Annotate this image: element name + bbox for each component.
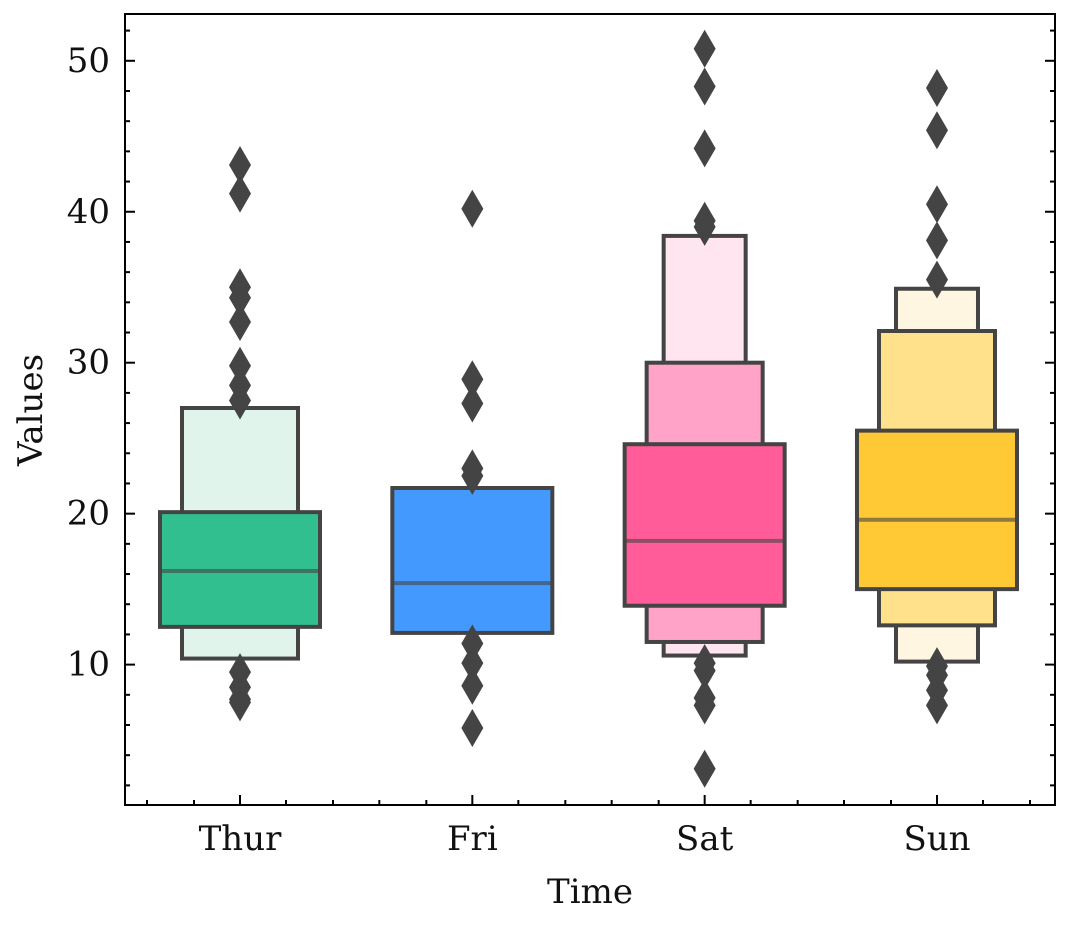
y-axis-label: Values <box>11 354 51 467</box>
outlier-point <box>693 129 716 168</box>
x-tick-label: Sat <box>676 819 734 859</box>
outlier-point <box>461 189 484 228</box>
outlier-point <box>461 666 484 705</box>
plot-frame <box>124 13 1056 806</box>
outlier-point <box>229 268 251 307</box>
outlier-point <box>229 145 251 184</box>
y-tick-label: 50 <box>67 41 110 81</box>
box-level-1 <box>622 442 787 608</box>
outlier-point <box>461 644 484 683</box>
outlier-point <box>461 449 484 488</box>
y-tick-label: 30 <box>67 343 110 383</box>
outlier-point <box>461 709 484 748</box>
outlier-point <box>925 111 948 150</box>
outlier-point <box>693 67 716 106</box>
outlier-point <box>229 174 251 213</box>
outlier-point <box>693 201 716 240</box>
outlier-point <box>693 749 716 788</box>
x-axis-label: Time <box>547 872 633 912</box>
outlier-point <box>461 360 484 399</box>
outlier-point <box>229 346 251 385</box>
boxen-group-thur <box>158 145 322 722</box>
outlier-point <box>693 678 716 717</box>
outlier-point <box>925 221 948 260</box>
outlier-point <box>925 647 948 686</box>
outlier-point <box>229 366 251 405</box>
outlier-point <box>461 624 484 663</box>
outlier-point <box>925 260 948 299</box>
outlier-point <box>925 185 948 224</box>
boxen-group-sat <box>622 29 787 788</box>
outlier-point <box>229 302 251 341</box>
y-tick-label: 20 <box>67 494 110 534</box>
axis-ticks: Thur Fri Sat Sun 10 20 30 40 50 <box>67 29 1055 859</box>
x-tick-label: Thur <box>199 819 282 859</box>
outlier-point <box>693 644 716 683</box>
outlier-point <box>925 68 948 107</box>
box-level-1 <box>390 485 555 635</box>
boxen-group-fri <box>390 189 555 748</box>
y-tick-label: 40 <box>67 192 110 232</box>
outlier-point <box>693 29 716 68</box>
box-level-1 <box>854 428 1019 592</box>
outlier-point <box>461 384 484 423</box>
x-tick-label: Sun <box>903 819 970 859</box>
boxen-group-sun <box>854 68 1019 725</box>
x-tick-label: Fri <box>447 819 498 859</box>
y-tick-label: 10 <box>67 645 110 685</box>
outlier-point <box>229 653 251 692</box>
plot-content <box>158 29 1019 788</box>
